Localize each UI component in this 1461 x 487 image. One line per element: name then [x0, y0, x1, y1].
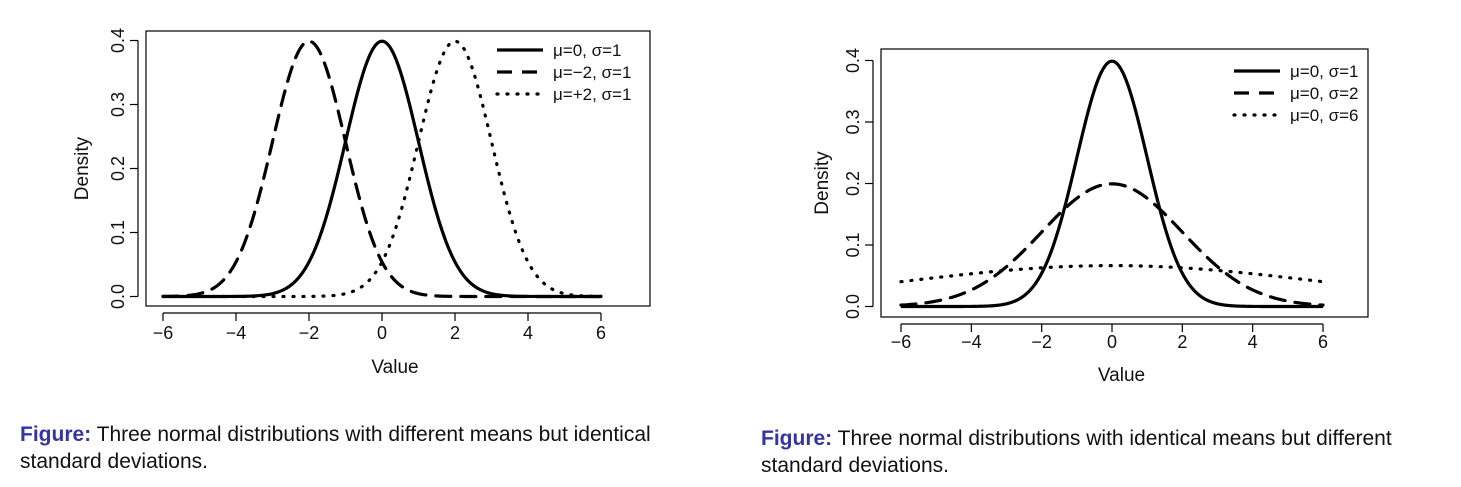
legend-label-2: μ=−2, σ=1	[553, 63, 631, 82]
y-tick-label: 0.1	[843, 232, 863, 257]
x-tick-label: 4	[523, 323, 533, 343]
caption-label: Figure:	[20, 423, 92, 446]
x-tick-label: 4	[1248, 332, 1258, 352]
x-tick-label: 6	[1318, 332, 1328, 352]
legend-label-1: μ=0, σ=1	[553, 41, 622, 60]
figure-panel-right: −6 −4 −2 0 2 4 6 0.0 0.1 0.2 0.3 0.4 Value Density μ=0…	[740, 0, 1461, 487]
x-tick-label: 2	[450, 323, 460, 343]
x-tick-label: 0	[1107, 332, 1117, 352]
series-line-1	[901, 59, 1323, 309]
x-tick-label: −6	[891, 332, 912, 352]
x-tick-label: 0	[377, 323, 387, 343]
x-tick-label: −4	[226, 323, 247, 343]
x-axis-label: Value	[371, 357, 418, 378]
y-tick-label: 0.0	[108, 284, 128, 309]
legend-label-2: μ=0, σ=2	[1290, 84, 1359, 103]
y-tick-label: 0.2	[108, 156, 128, 181]
series-line-1	[163, 39, 601, 299]
x-tick-label: −2	[299, 323, 320, 343]
y-tick-label: 0.4	[108, 28, 128, 53]
legend-label-1: μ=0, σ=1	[1290, 62, 1359, 81]
legend-label-3: μ=+2, σ=1	[553, 85, 631, 104]
chart-left: −6 −4 −2 0 2 4 6 0.0 0.1 0.2 0.3 0.4 Value Density μ=0…	[72, 28, 651, 378]
y-tick-label: 0.4	[843, 48, 863, 73]
y-tick-label: 0.3	[108, 92, 128, 117]
caption-text: Three normal distributions with identica…	[761, 427, 1392, 477]
legend: μ=0, σ=1 μ=−2, σ=1 μ=+2, σ=1	[495, 41, 631, 104]
figure-panel-left: −6 −4 −2 0 2 4 6 0.0 0.1 0.2 0.3 0.4 Value Density μ=0…	[0, 0, 730, 487]
caption-text: Three normal distributions with differen…	[20, 423, 651, 473]
chart-right: −6 −4 −2 0 2 4 6 0.0 0.1 0.2 0.3 0.4 Value Density μ=0…	[812, 48, 1369, 386]
caption-left: Figure: Three normal distributions with …	[20, 421, 730, 475]
series-line-2	[899, 182, 1325, 307]
legend: μ=0, σ=1 μ=0, σ=2 μ=0, σ=6	[1232, 62, 1359, 125]
series-line-3	[899, 264, 1325, 284]
plot-frame	[880, 48, 1369, 318]
legend-label-3: μ=0, σ=6	[1290, 106, 1359, 125]
y-tick-label: 0.1	[108, 220, 128, 245]
y-tick-label: 0.3	[843, 109, 863, 134]
x-tick-label: 6	[596, 323, 606, 343]
plot-frame	[145, 30, 651, 307]
x-tick-label: −6	[153, 323, 174, 343]
caption-right: Figure: Three normal distributions with …	[761, 425, 1456, 479]
x-axis-label: Value	[1098, 365, 1145, 386]
y-axis-label: Density	[72, 136, 93, 200]
caption-label: Figure:	[761, 427, 833, 450]
y-tick-label: 0.2	[843, 171, 863, 196]
y-axis-label: Density	[812, 151, 833, 215]
series-line-2	[161, 39, 603, 299]
y-tick-label: 0.0	[843, 294, 863, 319]
x-tick-label: −2	[1031, 332, 1052, 352]
x-tick-label: −4	[961, 332, 982, 352]
x-tick-label: 2	[1177, 332, 1187, 352]
series-line-3	[161, 39, 603, 299]
